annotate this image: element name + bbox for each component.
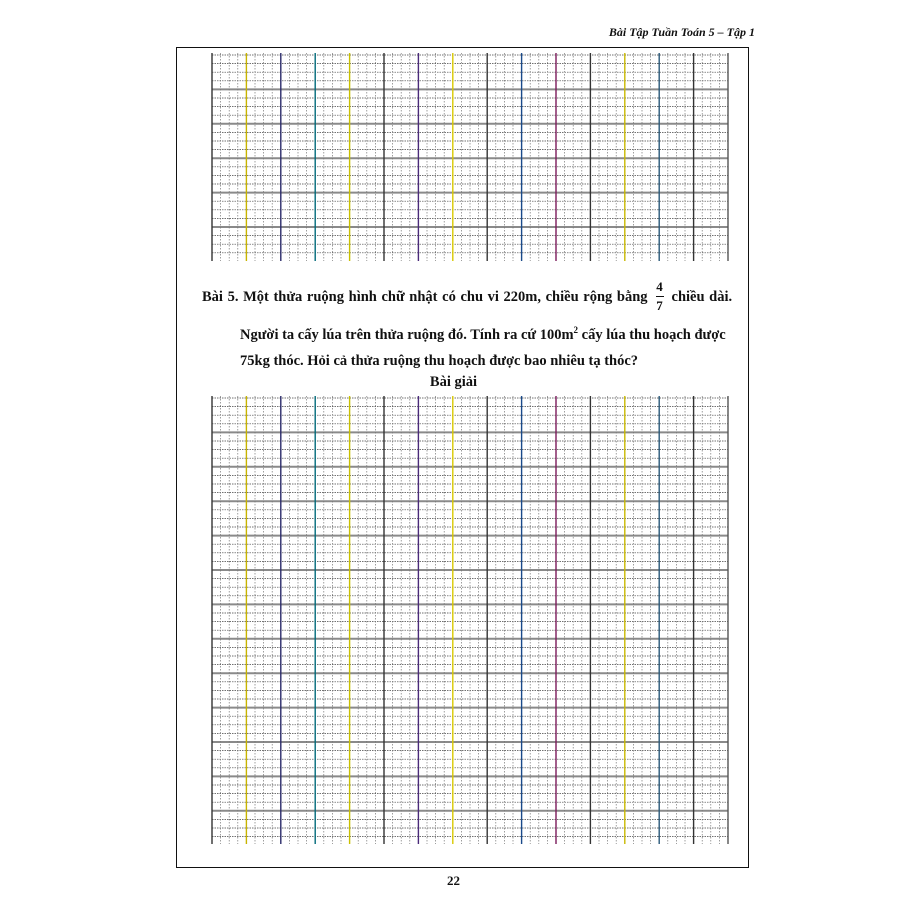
- running-header: Bài Tập Tuần Toán 5 – Tập 1: [608, 25, 755, 39]
- page-frame: [176, 47, 749, 868]
- problem-text-3: 75kg thóc. Hỏi cả thửa ruộng thu hoạch đ…: [240, 352, 639, 369]
- problem-text-1: Một thửa ruộng hình chữ nhật có chu vi 2…: [243, 288, 648, 305]
- problem-5: Bài 5. Một thửa ruộng hình chữ nhật có c…: [202, 279, 734, 369]
- superscript: 2: [573, 324, 579, 335]
- writing-grid-bottom: [211, 396, 729, 844]
- problem-text-2b: cấy lúa thu hoạch được: [578, 326, 726, 343]
- page-number: 22: [447, 873, 460, 888]
- problem-text-1b: chiều dài.: [671, 288, 733, 305]
- fraction: 4 7: [655, 279, 664, 314]
- writing-grid-top: [211, 53, 729, 261]
- solution-heading: Bài giải: [429, 374, 478, 390]
- fraction-numerator: 4: [656, 279, 663, 294]
- problem-label: Bài 5.: [202, 288, 239, 305]
- fraction-denominator: 7: [656, 298, 663, 314]
- problem-text-2: Người ta cấy lúa trên thửa ruộng đó. Tín…: [240, 326, 574, 343]
